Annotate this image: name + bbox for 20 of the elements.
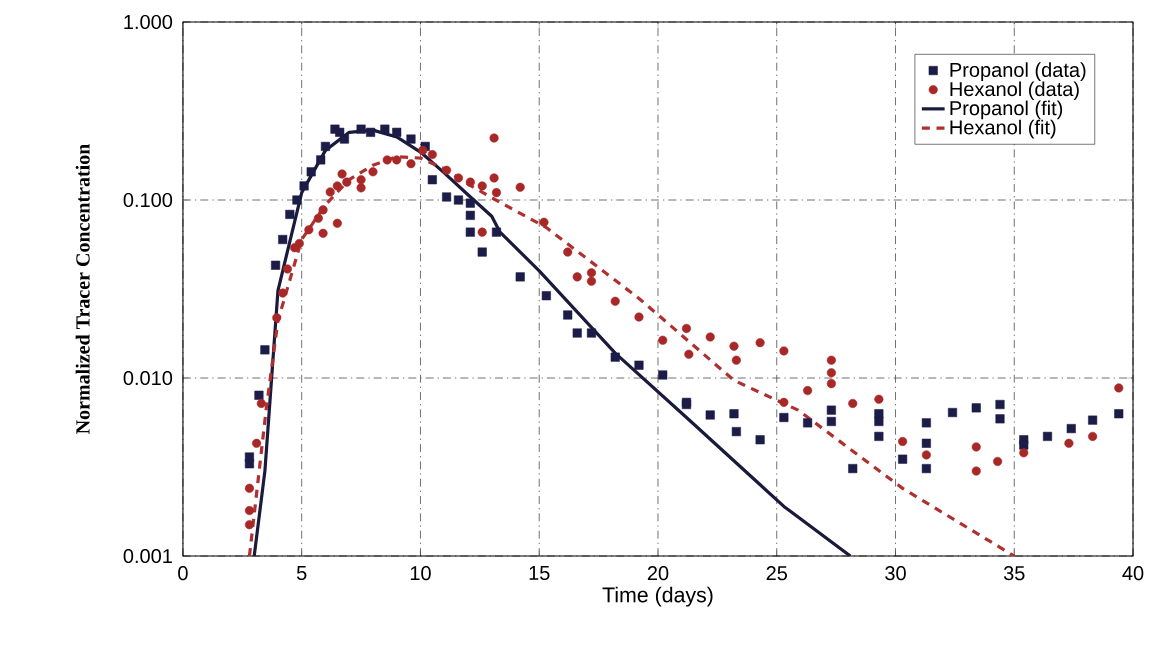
legend-label: Hexanol (data) (950, 81, 1079, 101)
x-tick-label: 0 (178, 566, 188, 581)
y-tick-label: 0.001 (123, 548, 172, 564)
x-tick-label: 25 (766, 566, 788, 581)
x-tick-label: 20 (647, 566, 669, 581)
x-tick-label: 10 (410, 566, 431, 581)
y-tick-label: 0.100 (123, 192, 173, 208)
line-series (252, 128, 852, 557)
legend-label: Propanol (data) (950, 62, 1086, 81)
y-axis-title: Normalized Tracer Concentration (75, 144, 90, 434)
x-tick-label: 35 (1003, 566, 1025, 581)
x-tick-label: 30 (885, 566, 906, 581)
y-tick-label: 0.010 (123, 370, 173, 386)
legend-label: Hexanol (fit) (950, 119, 1056, 139)
legend-label: Propanol (fit) (950, 100, 1063, 120)
x-tick-label: 5 (296, 566, 307, 581)
x-axis-title: Time (days) (602, 586, 713, 607)
y-tick-label: 1.000 (124, 14, 173, 30)
x-tick-label: 40 (1122, 566, 1144, 581)
x-tick-label: 15 (529, 566, 550, 581)
